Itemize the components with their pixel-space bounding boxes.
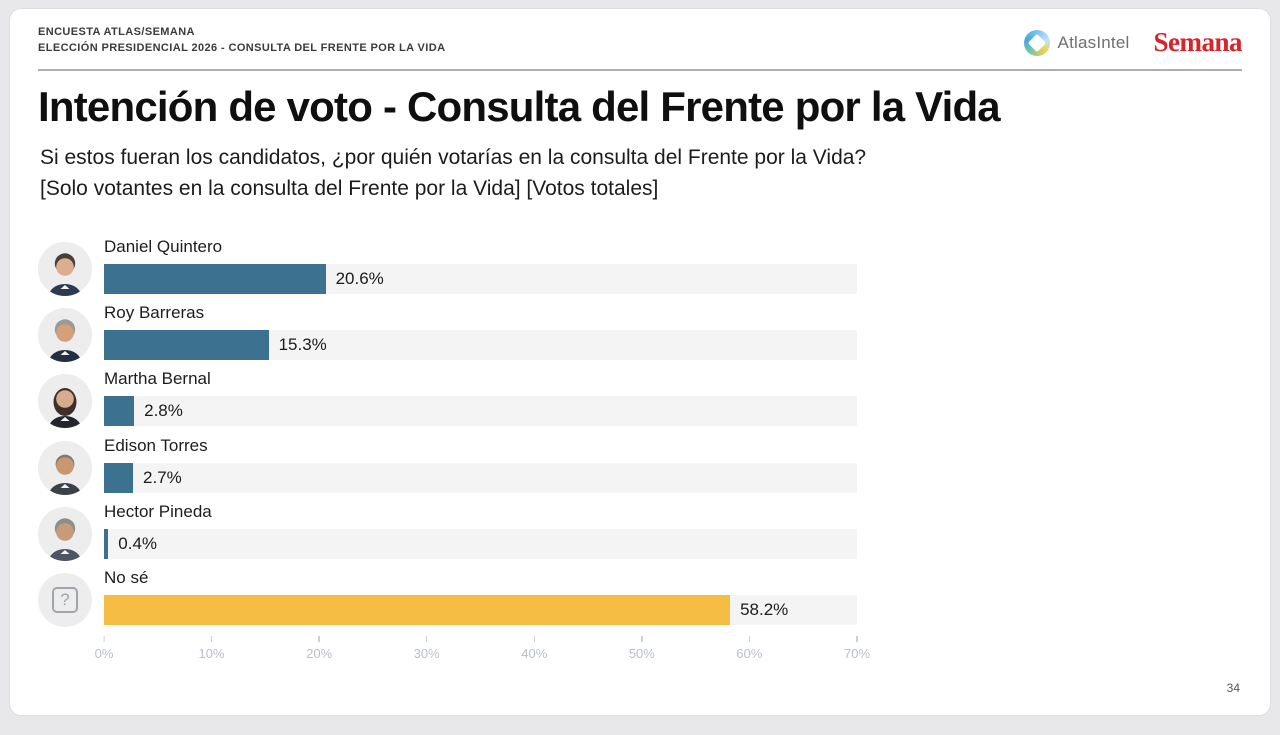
- chart-row: Martha Bernal 2.8%: [38, 369, 1242, 429]
- axis-tick-mark: [318, 636, 320, 642]
- axis-tick-mark: [856, 636, 858, 642]
- axis-tick: 30%: [414, 636, 440, 661]
- axis-tick-label: 0%: [94, 646, 114, 661]
- axis-tick: 0%: [94, 636, 114, 661]
- subtitle-line-2: [Solo votantes en la consulta del Frente…: [40, 177, 659, 200]
- kicker-line-2: ELECCIÓN PRESIDENCIAL 2026 - CONSULTA DE…: [38, 42, 446, 54]
- chart-row: Roy Barreras 15.3%: [38, 303, 1242, 363]
- axis-tick: 70%: [844, 636, 870, 661]
- slide-card: ENCUESTA ATLAS/SEMANA ELECCIÓN PRESIDENC…: [9, 8, 1271, 716]
- kicker-line-1: ENCUESTA ATLAS/SEMANA: [38, 26, 195, 38]
- header-logos: AtlasIntel Semana: [1023, 27, 1242, 58]
- candidate-avatar: [38, 308, 92, 363]
- chart-row: Hector Pineda 0.4%: [38, 501, 1242, 561]
- page-subtitle: Si estos fueran los candidatos, ¿por qui…: [40, 142, 1242, 204]
- bar-fill: [104, 330, 269, 361]
- candidate-avatar: [38, 440, 92, 495]
- person-icon: [38, 440, 92, 495]
- bar-fill: [104, 528, 109, 559]
- axis-tick-label: 30%: [413, 646, 440, 661]
- bar-track: 0.4%: [104, 528, 857, 559]
- chart-row: Daniel Quintero 20.6%: [38, 237, 1242, 296]
- chart-row: ? No sé 58.2%: [38, 568, 1242, 627]
- person-icon: [38, 242, 92, 296]
- axis-tick-mark: [103, 636, 105, 642]
- axis-tick-label: 10%: [198, 646, 225, 661]
- bar-fill: [104, 462, 134, 493]
- bar-track: 20.6%: [104, 264, 857, 294]
- bar-value-label: 2.8%: [144, 401, 183, 421]
- axis-tick: 60%: [736, 636, 762, 661]
- candidate-name-label: No sé: [104, 568, 149, 587]
- axis-tick-label: 70%: [843, 646, 871, 661]
- header-divider: [38, 69, 1242, 71]
- axis-tick: 10%: [199, 636, 225, 661]
- candidate-avatar: [38, 374, 92, 429]
- person-icon: [38, 374, 92, 429]
- candidate-name-label: Edison Torres: [104, 435, 208, 455]
- chart-row: Edison Torres 2.7%: [38, 435, 1242, 495]
- candidate-avatar: ?: [38, 573, 92, 627]
- axis-tick-label: 60%: [736, 646, 763, 661]
- x-axis: 0% 10% 20% 30% 40% 50% 60% 70%: [95, 636, 870, 666]
- axis-tick-label: 40%: [521, 646, 548, 661]
- bar-track: 2.7%: [104, 462, 857, 493]
- axis-tick-label: 20%: [306, 646, 333, 661]
- bar-track: 58.2%: [104, 595, 857, 625]
- atlasintel-logo: AtlasIntel: [1023, 29, 1130, 56]
- semana-wordmark: Semana: [1153, 27, 1242, 57]
- bar-fill: [104, 595, 731, 625]
- person-icon: [38, 506, 92, 561]
- bar-value-label: 0.4%: [118, 533, 158, 553]
- question-mark-icon: ?: [52, 587, 78, 613]
- bar-track: 15.3%: [104, 330, 857, 361]
- bar-value-label: 2.7%: [143, 467, 182, 487]
- axis-tick-mark: [533, 636, 536, 642]
- bar-value-label: 58.2%: [740, 600, 789, 619]
- axis-tick-mark: [748, 636, 751, 642]
- bar-fill: [104, 396, 135, 427]
- candidate-name-label: Hector Pineda: [104, 501, 212, 521]
- bar-chart: Daniel Quintero 20.6% Roy Barreras 15.3% Mar…: [10, 9, 1270, 715]
- axis-tick-mark: [425, 636, 428, 642]
- page-title: Intención de voto - Consulta del Frente …: [38, 83, 1001, 130]
- candidate-name-label: Roy Barreras: [104, 303, 205, 323]
- bar-value-label: 20.6%: [335, 269, 384, 288]
- bar-value-label: 15.3%: [278, 335, 327, 355]
- bar-track: 2.8%: [104, 396, 857, 427]
- axis-tick-label: 50%: [628, 646, 655, 661]
- atlasintel-wordmark: AtlasIntel: [1057, 32, 1130, 52]
- person-icon: [38, 308, 92, 363]
- subtitle-line-1: Si estos fueran los candidatos, ¿por qui…: [40, 146, 867, 169]
- candidate-avatar: [38, 506, 92, 561]
- candidate-name-label: Daniel Quintero: [104, 237, 223, 256]
- axis-tick: 20%: [306, 636, 332, 661]
- candidate-avatar: [38, 242, 92, 296]
- candidate-name-label: Martha Bernal: [104, 369, 211, 389]
- bar-fill: [104, 264, 326, 294]
- axis-tick-mark: [210, 636, 213, 642]
- header-kicker: ENCUESTA ATLAS/SEMANA ELECCIÓN PRESIDENC…: [38, 24, 445, 56]
- axis-tick-mark: [641, 636, 643, 642]
- atlasintel-logo-icon: [1023, 29, 1050, 56]
- axis-tick: 50%: [629, 636, 655, 661]
- page-number: 34: [1226, 681, 1240, 695]
- axis-tick: 40%: [521, 636, 547, 661]
